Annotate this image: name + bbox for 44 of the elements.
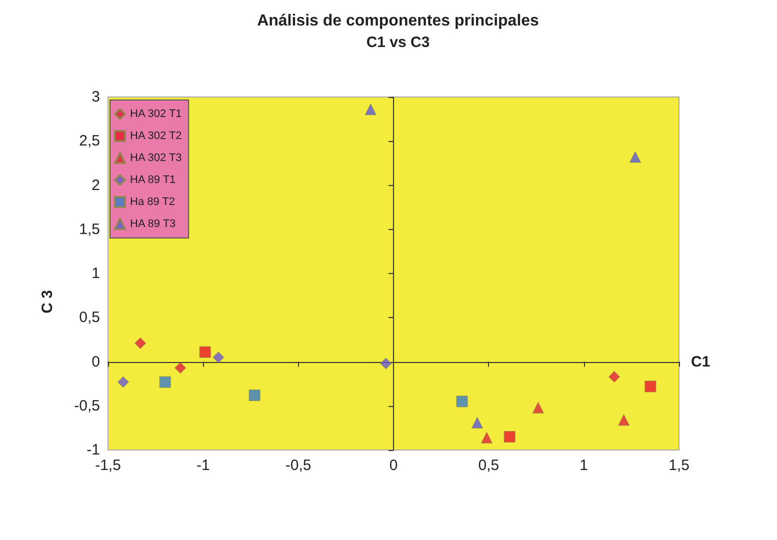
chart-subtitle: C1 vs C3 [366, 34, 430, 51]
y-tick-label: 3 [92, 88, 100, 106]
point [134, 337, 146, 349]
x-axis-title: C1 [691, 353, 710, 370]
legend-label: HA 302 T3 [130, 152, 182, 164]
point [364, 104, 376, 116]
y-tick-label: 1 [92, 265, 100, 282]
point [117, 376, 129, 388]
y-tick-label: -0,5 [74, 397, 100, 414]
point [199, 346, 211, 358]
point [471, 416, 483, 428]
point [481, 432, 493, 444]
y-tick-label: 2 [92, 176, 100, 194]
y-tick-label: -1 [86, 442, 100, 458]
x-tick-label: -1,5 [95, 457, 121, 474]
point [608, 371, 620, 383]
y-tick-label: 0 [92, 353, 100, 370]
x-tick-label: 0 [389, 457, 398, 474]
x-tick-label: -1 [196, 457, 210, 474]
y-axis-title: C 3 [39, 290, 56, 314]
legend-label: HA 302 T1 [130, 108, 182, 120]
point [504, 431, 516, 443]
y-tick-label: 1,5 [79, 220, 100, 238]
point [618, 414, 630, 426]
x-tick-label: -0,5 [285, 457, 312, 474]
point [629, 151, 641, 163]
point [532, 402, 544, 414]
legend-label: Ha 89 T2 [130, 196, 176, 208]
x-tick-label: 1,5 [668, 457, 690, 474]
point [456, 396, 468, 408]
chart-title: Análisis de componentes principales [257, 12, 540, 30]
legend-label: HA 89 T3 [130, 218, 176, 230]
point [174, 362, 186, 374]
legend-label: HA 302 T2 [130, 130, 182, 142]
point [159, 376, 171, 388]
point [380, 358, 392, 370]
legend-label: HA 89 T1 [130, 174, 176, 186]
x-tick-label: 1 [580, 457, 588, 474]
point [644, 380, 656, 392]
y-tick-label: 2,5 [79, 132, 100, 150]
x-tick-label: 0,5 [478, 457, 500, 474]
y-tick-label: 0,5 [79, 309, 100, 326]
point [248, 390, 260, 402]
point [212, 352, 224, 364]
